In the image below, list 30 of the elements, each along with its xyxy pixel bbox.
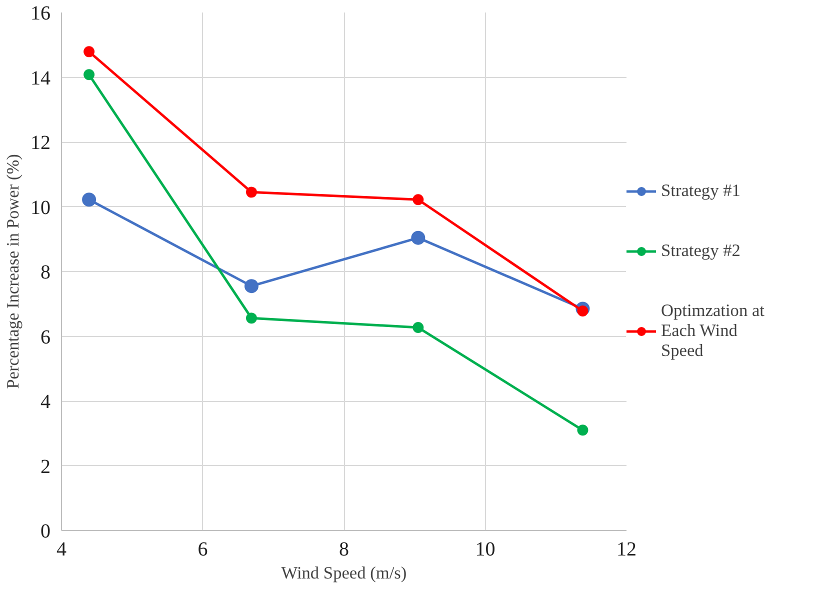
point: [412, 322, 424, 333]
y-tick-label: 12: [30, 132, 50, 154]
point: [82, 192, 96, 207]
point: [411, 230, 426, 245]
point: [412, 194, 424, 206]
y-tick-label: 4: [40, 391, 50, 413]
point: [577, 306, 588, 316]
x-tick-label: 8: [339, 538, 349, 560]
legend-label: Strategy #2: [661, 241, 742, 261]
x-axis-title: Wind Speed (m/s): [281, 564, 407, 582]
x-tick-label: 12: [616, 538, 636, 560]
x-tick-label: 6: [198, 538, 208, 560]
point: [577, 424, 588, 436]
point: [246, 186, 257, 198]
point: [84, 46, 95, 58]
legend-label: Optimzation at Each Wind Speed: [661, 301, 764, 361]
y-tick-label: 0: [40, 520, 50, 542]
x-tick-label: 10: [475, 538, 496, 560]
y-tick-label: 8: [40, 262, 50, 284]
y-tick-label: 16: [30, 2, 50, 24]
y-tick-label: 2: [40, 456, 50, 478]
point: [84, 69, 95, 80]
legend-label: Strategy #1: [661, 181, 742, 201]
x-tick-label: 4: [56, 538, 66, 560]
point: [246, 312, 257, 324]
point: [244, 279, 258, 294]
y-axis-title: Percentage Increase in Power (%): [4, 154, 22, 389]
y-tick-label: 6: [40, 326, 50, 348]
y-tick-label: 10: [30, 196, 50, 219]
y-tick-label: 14: [30, 67, 50, 90]
